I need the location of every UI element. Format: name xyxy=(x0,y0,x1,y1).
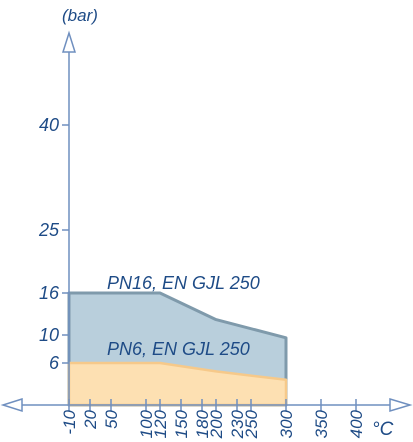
y-tick-label: 16 xyxy=(39,283,60,303)
x-axis-arrow-left xyxy=(0,397,23,413)
x-tick-label: 200 xyxy=(207,409,226,439)
x-axis-arrow-right xyxy=(389,397,413,413)
y-tick-label: 10 xyxy=(39,325,59,345)
y-tick-label: 6 xyxy=(49,353,60,373)
y-tick-label: 40 xyxy=(39,115,59,135)
y-tick-label: 25 xyxy=(38,220,60,240)
x-axis-label: °C xyxy=(372,419,394,440)
x-tick-label: 150 xyxy=(172,409,191,438)
x-tick-label: 250 xyxy=(242,409,261,439)
x-tick-label: 350 xyxy=(312,409,331,438)
x-tick-label: 180 xyxy=(193,409,212,438)
series-label-pn6: PN6, EN GJL 250 xyxy=(107,339,250,359)
x-tick-label: 120 xyxy=(151,409,170,438)
x-tick-label: 20 xyxy=(81,409,100,429)
y-axis-label: (bar) xyxy=(62,6,98,25)
x-tick-label: 230 xyxy=(228,409,247,439)
series-label-pn16: PN16, EN GJL 250 xyxy=(107,273,260,293)
y-ticks-group: 6 10 16 25 40 xyxy=(38,115,69,373)
x-tick-label: -10 xyxy=(60,409,79,434)
y-axis-arrow xyxy=(61,30,77,53)
series-labels-group: PN16, EN GJL 250 PN6, EN GJL 250 xyxy=(107,273,260,359)
x-tick-label: 400 xyxy=(347,409,366,438)
x-tick-label: 50 xyxy=(102,409,121,428)
x-tick-label: 300 xyxy=(277,409,296,438)
x-tick-label: 100 xyxy=(137,409,156,438)
